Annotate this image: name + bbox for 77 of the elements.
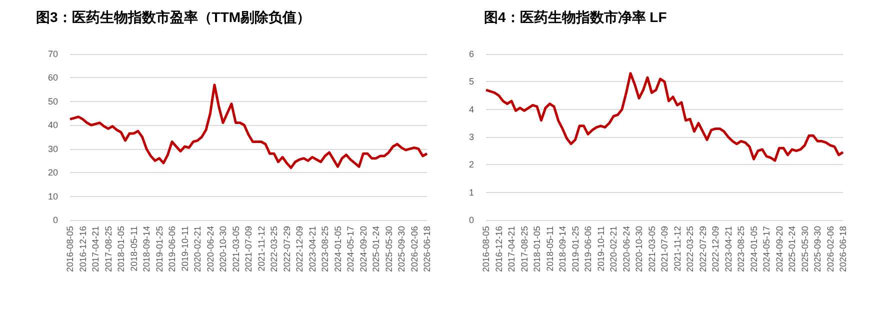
x-tick-label: 2020-02-21 <box>608 226 618 272</box>
x-tick-label: 2026-02-06 <box>409 226 420 272</box>
x-tick-label: 2020-06-24 <box>621 226 632 272</box>
line-series <box>484 72 844 162</box>
y-tick-label: 0 <box>468 215 474 225</box>
y-tick-label: 3 <box>468 132 474 142</box>
x-tick-label: 2017-08-25 <box>103 226 114 272</box>
y-tick-label: 2 <box>468 160 474 170</box>
x-tick-label: 2024-09-20 <box>358 226 368 272</box>
y-tick-label: 20 <box>48 168 58 178</box>
x-tick-label: 2025-05-30 <box>384 226 394 272</box>
x-tick-label: 2017-04-21 <box>506 226 516 272</box>
x-tick-label: 2023-04-21 <box>307 226 318 272</box>
x-tick-label: 2019-06-06 <box>583 226 593 272</box>
x-tick-label: 2022-07-29 <box>282 226 292 272</box>
y-tick-label: 6 <box>468 49 474 59</box>
x-tick-label: 2017-08-25 <box>519 226 530 272</box>
x-tick-label: 2022-07-29 <box>698 226 708 272</box>
x-tick-label: 2019-10-11 <box>180 226 190 272</box>
x-tick-label: 2018-01-05 <box>532 226 542 272</box>
y-tick-label: 60 <box>48 72 58 83</box>
y-tick-label: 10 <box>48 191 58 202</box>
x-tick-label: 2020-02-21 <box>192 226 202 272</box>
y-tick-label: 40 <box>48 120 58 130</box>
x-tick-label: 2022-12-09 <box>710 226 720 272</box>
x-tick-label: 2024-05-17 <box>346 226 356 272</box>
x-tick-label: 2021-07-09 <box>244 226 254 272</box>
line-series <box>68 84 428 170</box>
x-tick-label: 2016-12-16 <box>494 226 504 272</box>
x-tick-label: 2026-06-18 <box>838 226 848 272</box>
x-tick-label: 2025-09-30 <box>396 226 406 272</box>
y-tick-label: 4 <box>468 104 474 114</box>
x-tick-label: 2018-09-14 <box>558 226 568 272</box>
x-tick-label: 2024-01-05 <box>332 226 343 272</box>
y-tick-label: 50 <box>48 96 58 106</box>
x-tick-label: 2023-08-25 <box>320 226 330 272</box>
x-tick-label: 2022-03-25 <box>685 226 695 272</box>
x-tick-label: 2025-01-24 <box>787 226 797 272</box>
x-tick-label: 2024-05-17 <box>762 226 772 272</box>
x-tick-label: 2021-11-12 <box>672 226 682 272</box>
x-tick-label: 2021-03-05 <box>646 226 657 272</box>
x-tick-label: 2021-07-09 <box>660 226 670 272</box>
x-tick-label: 2016-12-16 <box>78 226 88 272</box>
y-tick-label: 70 <box>48 49 58 59</box>
x-tick-label: 2026-06-18 <box>422 226 432 272</box>
x-tick-label: 2018-05-11 <box>544 226 555 272</box>
x-tick-label: 2016-08-05 <box>65 226 75 272</box>
x-tick-label: 2016-08-05 <box>481 226 491 272</box>
x-tick-label: 2024-01-05 <box>748 226 759 272</box>
x-tick-label: 2026-02-06 <box>825 226 836 272</box>
x-tick-label: 2022-03-25 <box>269 226 279 272</box>
x-tick-label: 2020-06-24 <box>205 226 216 272</box>
y-tick-label: 30 <box>48 144 58 154</box>
x-tick-label: 2024-09-20 <box>774 226 784 272</box>
x-tick-label: 2018-05-11 <box>128 226 139 272</box>
x-tick-label: 2023-04-21 <box>723 226 734 272</box>
chart-title: 图4：医药生物指数市净率 LF <box>483 8 668 27</box>
x-tick-label: 2019-06-06 <box>167 226 177 272</box>
x-tick-label: 2023-08-25 <box>736 226 746 272</box>
x-tick-label: 2021-11-12 <box>256 226 266 272</box>
x-tick-label: 2019-01-25 <box>570 226 580 272</box>
x-tick-label: 2020-10-30 <box>218 226 228 272</box>
y-tick-label: 5 <box>468 76 474 87</box>
x-tick-label: 2019-01-25 <box>154 226 164 272</box>
y-tick-label: 0 <box>52 215 58 225</box>
x-tick-label: 2018-09-14 <box>142 226 152 272</box>
x-tick-label: 2022-12-09 <box>294 226 304 272</box>
x-tick-label: 2025-05-30 <box>800 226 810 272</box>
x-tick-label: 2025-01-24 <box>371 226 381 272</box>
x-tick-label: 2025-09-30 <box>812 226 822 272</box>
x-tick-label: 2020-10-30 <box>634 226 644 272</box>
x-tick-label: 2019-10-11 <box>596 226 606 272</box>
x-tick-label: 2017-04-21 <box>90 226 100 272</box>
x-tick-label: 2021-03-05 <box>230 226 241 272</box>
x-tick-label: 2018-01-05 <box>116 226 126 272</box>
chart-title: 图3：医药生物指数市盈率（TTM剔除负值） <box>35 8 312 27</box>
y-tick-label: 1 <box>468 187 474 198</box>
